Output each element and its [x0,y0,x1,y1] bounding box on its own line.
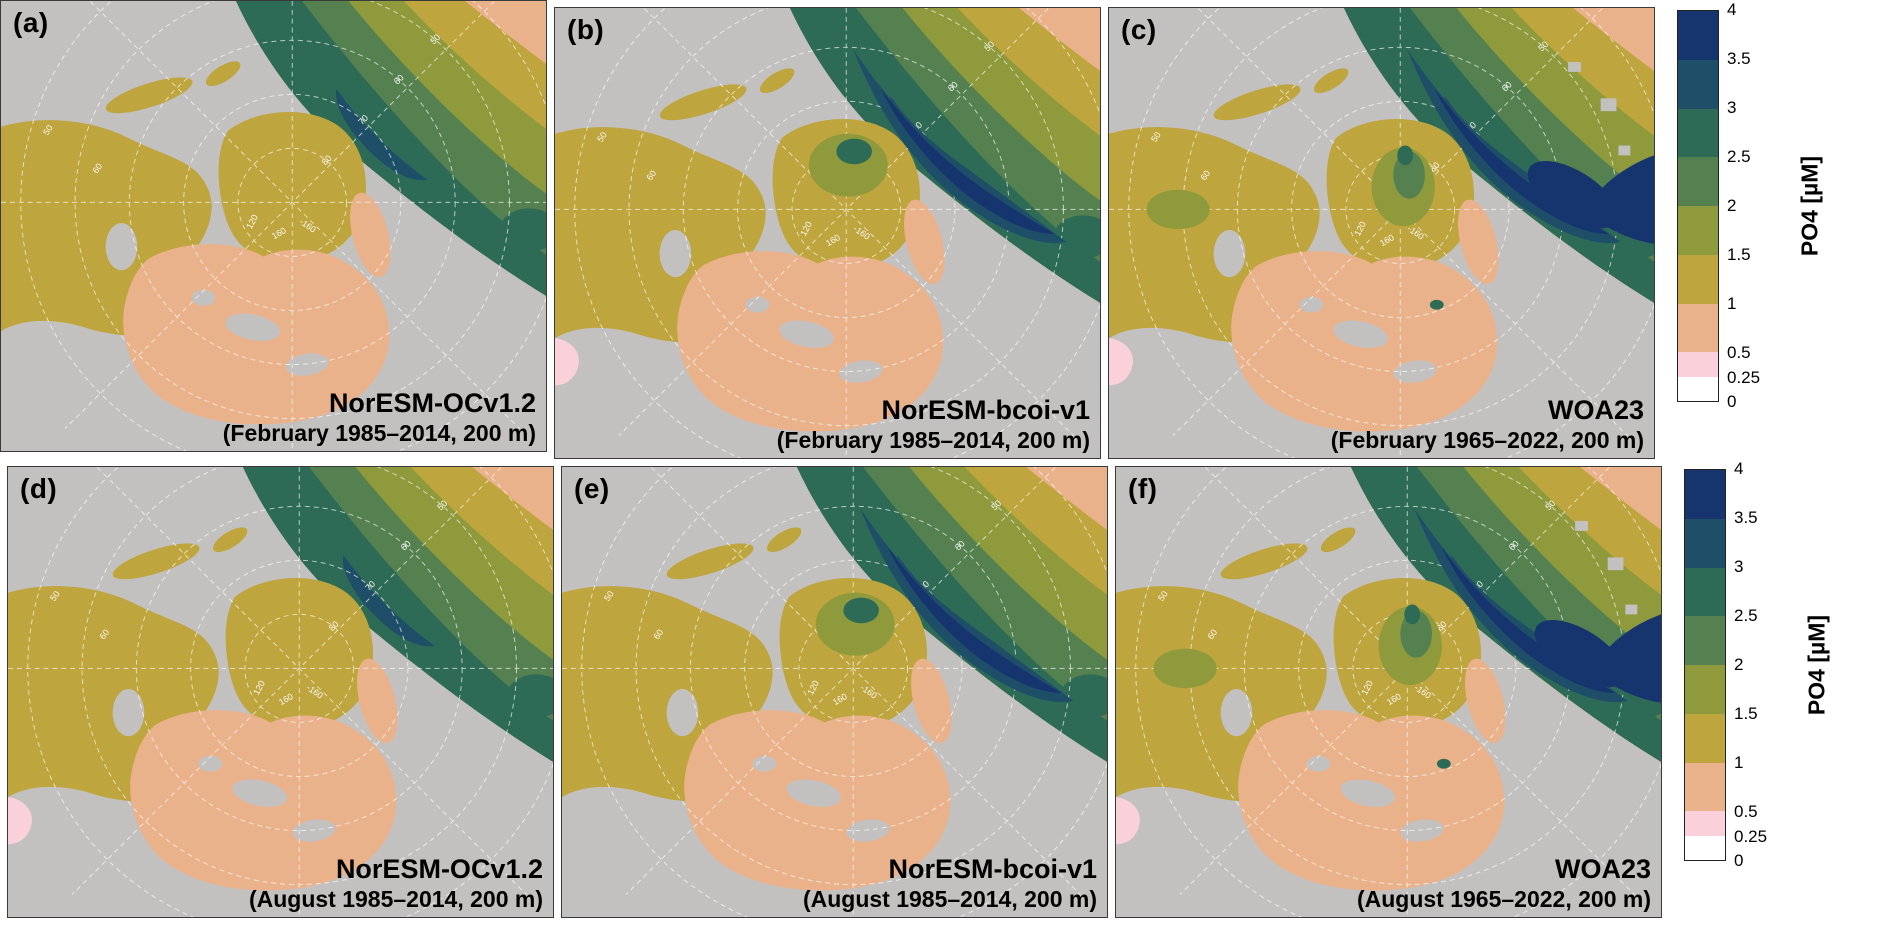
colorbar-column-top: 0 0.25 0.5 1 1.5 2 2.5 3 3.5 4 PO4 [µM] [1655,0,1892,459]
panel-label: (f) [1128,473,1158,504]
panel-period: (August 1985–2014, 200 m) [802,885,1097,912]
panel-period: (August 1965–2022, 200 m) [1356,885,1651,912]
colorbar-tick-label: 3.5 [1734,508,1758,527]
colorbar-label-wrap: PO4 [µM] [1794,469,1840,861]
colorbar-band [1685,835,1725,860]
colorbar-tick-label: 1.5 [1727,245,1751,264]
colorbar-band [1678,157,1718,206]
colorbar-band [1685,811,1725,836]
colorbar-tick-label: 1.5 [1734,704,1758,723]
colorbar-tick-label: 4 [1734,459,1744,478]
colorbar-label: PO4 [µM] [1803,614,1830,716]
panel-period: (February 1985–2014, 200 m) [222,419,536,446]
colorbar-tick-label: 0.25 [1734,826,1768,846]
panel-title-block: NorESM-bcoi-v1 (August 1985–2014, 200 m) [803,854,1097,913]
colorbar-ticks: 0 0.25 0.5 1 1.5 2 2.5 3 3.5 4 [1734,459,1806,870]
map-a [1,1,546,451]
map-f [1116,467,1661,917]
map-panel-a: (a) NorESM-OCv1.2 (February 1985–2014, 2… [0,0,547,452]
map-layer-base [1,1,546,451]
colorbar-band [1685,616,1725,665]
colorbar-band [1678,206,1718,255]
map-layer-pole [808,133,888,197]
panel-period: (August 1985–2014, 200 m) [248,885,543,912]
row-february: (a) NorESM-OCv1.2 (February 1985–2014, 2… [0,0,1892,459]
colorbar-tick-label: 0 [1727,392,1737,411]
colorbar-tick-label: 2 [1727,196,1737,215]
colorbar-column-bottom: 0 0.25 0.5 1 1.5 2 2.5 3 3.5 4 PO4 [µM] [1662,459,1892,918]
colorbar-tick-label: 2 [1734,655,1744,674]
panel-title-block: NorESM-OCv1.2 (August 1985–2014, 200 m) [249,854,543,913]
colorbar-band [1685,762,1725,812]
map-panel-d: (d) NorESM-OCv1.2 (August 1985–2014, 200… [7,466,554,918]
panel-title-block: NorESM-OCv1.2 (February 1985–2014, 200 m… [223,388,536,447]
colorbar-bands [1684,469,1726,861]
map-panel-b: (b) NorESM-bcoi-v1 (February 1985–2014, … [554,7,1101,459]
panel-title-block: NorESM-bcoi-v1 (February 1985–2014, 200 … [777,395,1090,454]
panel-dataset-name: NorESM-bcoi-v1 [881,395,1090,426]
colorbar-tick-label: 3.5 [1727,49,1751,68]
panel-period: (February 1985–2014, 200 m) [776,426,1090,453]
colorbar-band [1678,303,1718,353]
panel-label: (a) [13,7,49,38]
panel-label: (d) [20,473,58,504]
colorbar-band [1678,352,1718,377]
map-b [555,8,1100,458]
colorbar-band [1685,567,1725,617]
colorbar-band [1678,11,1718,60]
panel-dataset-name: WOA23 [1547,395,1644,426]
colorbar-band [1685,713,1725,763]
colorbar-band [1685,518,1725,568]
panel-label: (c) [1121,14,1157,45]
colorbar-tick-label: 3 [1727,98,1737,117]
panel-period: (February 1965–2022, 200 m) [1330,426,1644,453]
colorbar-tick-label: 1 [1734,753,1744,772]
colorbar-label: PO4 [µM] [1796,155,1823,257]
map-layer-base [8,467,553,917]
map-layer-pole [815,592,895,656]
colorbar-tick-label: 3 [1734,557,1744,576]
colorbar-band [1678,59,1718,109]
panel-label: (b) [567,14,605,45]
colorbar-tick-label: 0.25 [1727,367,1761,387]
colorbar-tick-label: 2.5 [1734,606,1758,625]
colorbar-band [1685,665,1725,714]
panel-dataset-name: NorESM-OCv1.2 [335,854,543,885]
colorbar-tick-label: 4 [1727,0,1737,19]
colorbar-tick-label: 0 [1734,851,1744,870]
panel-label: (e) [574,473,610,504]
colorbar-band [1678,108,1718,158]
colorbar-ticks: 0 0.25 0.5 1 1.5 2 2.5 3 3.5 4 [1727,0,1799,411]
colorbar-bands [1677,10,1719,402]
colorbar-band [1678,254,1718,304]
colorbar-band [1685,470,1725,519]
panel-dataset-name: WOA23 [1554,854,1651,885]
colorbar-label-wrap: PO4 [µM] [1787,10,1833,402]
colorbar-band [1678,376,1718,401]
map-panel-c: (c) WOA23 (February 1965–2022, 200 m) [1108,7,1655,459]
panel-dataset-name: NorESM-OCv1.2 [328,388,536,419]
colorbar-tick-label: 0.5 [1727,343,1751,362]
map-panel-f: (f) WOA23 (August 1965–2022, 200 m) [1115,466,1662,918]
panel-title-block: WOA23 (February 1965–2022, 200 m) [1331,395,1644,454]
colorbar-tick-label: 2.5 [1727,147,1751,166]
map-d [8,467,553,917]
colorbar-tick-label: 1 [1727,294,1737,313]
panel-dataset-name: NorESM-bcoi-v1 [888,854,1097,885]
row-august: (d) NorESM-OCv1.2 (August 1985–2014, 200… [0,459,1892,918]
map-panel-e: (e) NorESM-bcoi-v1 (August 1985–2014, 20… [561,466,1108,918]
colorbar-tick-label: 0.5 [1734,802,1758,821]
map-e [562,467,1107,917]
map-c [1109,8,1654,458]
panel-title-block: WOA23 (August 1965–2022, 200 m) [1357,854,1651,913]
